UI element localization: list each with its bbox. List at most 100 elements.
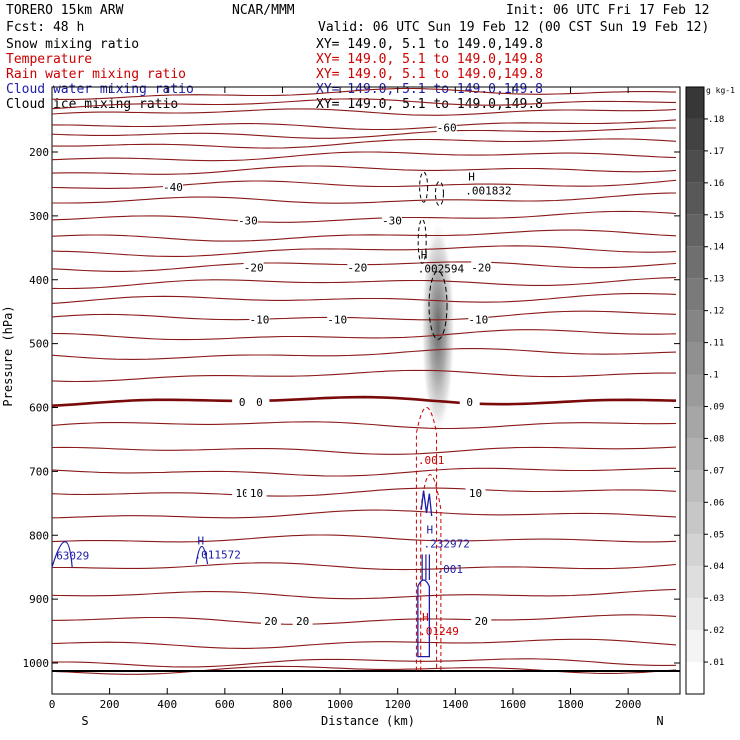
- forecast-hour: Fcst: 48 h: [6, 20, 84, 35]
- y-tick-label: 500: [29, 338, 49, 351]
- y-tick-label: 900: [29, 593, 49, 606]
- isotherm-label-bg: [327, 312, 348, 325]
- isotherm-line: [51, 421, 677, 430]
- isotherm-label: -10: [327, 313, 347, 326]
- plot-frame: [51, 86, 681, 695]
- colorbar-tick-label: .08: [708, 434, 724, 444]
- isotherm-label-bg: [249, 312, 270, 325]
- x-tick-label: 1200: [384, 698, 411, 711]
- isotherm-label-bg: [468, 312, 489, 325]
- isotherm-line: [51, 369, 677, 383]
- cloud-water-contour: [195, 545, 209, 565]
- isotherm-label-bg: [249, 394, 270, 407]
- isotherm-label-bg: [381, 213, 402, 226]
- legend-label: Snow mixing ratio: [6, 37, 139, 52]
- isotherm-label-bg: [162, 180, 183, 193]
- colorbar-bin: [686, 534, 704, 567]
- y-tick-label: 200: [29, 146, 49, 159]
- x-tick-label: 2000: [615, 698, 642, 711]
- isotherm-label-bg: [471, 260, 492, 273]
- isotherm-line: [51, 98, 676, 110]
- x-tick-label: 1400: [442, 698, 469, 711]
- isotherm-label-bg: [459, 394, 480, 407]
- legend-cross-section: XY= 149.0, 5.1 to 149.0,149.8: [316, 67, 543, 82]
- isotherm-label: -30: [238, 214, 258, 227]
- isotherm-line: [52, 138, 677, 149]
- isotherm-line: [51, 395, 677, 407]
- valid-time: Valid: 06 UTC Sun 19 Feb 12 (00 CST Sun …: [318, 20, 709, 35]
- colorbar-tick-label: .03: [708, 594, 724, 604]
- maximum-value: .002594: [418, 262, 465, 275]
- field-legend: Snow mixing ratio XY= 149.0, 5.1 to 149.0…: [6, 37, 543, 112]
- temperature-isotherms: [51, 87, 680, 675]
- isotherm-label-bg: [260, 613, 281, 626]
- colorbar-bin: [686, 246, 704, 279]
- cloud-ice-contour: [434, 181, 444, 207]
- x-tick-label: 1600: [500, 698, 527, 711]
- y-tick-label: 300: [29, 210, 49, 223]
- rain-water-contour: [420, 474, 442, 671]
- legend-label: Cloud ice mixing ratio: [6, 97, 178, 112]
- init-time: Init: 06 UTC Fri 17 Feb 12: [506, 3, 710, 18]
- colorbar-bin: [686, 470, 704, 503]
- isotherm-line: [51, 329, 677, 341]
- colorbar-bin: [686, 438, 704, 471]
- isotherm-line: [52, 119, 677, 131]
- x-tick-label: 600: [215, 698, 235, 711]
- isotherm-line: [51, 665, 677, 675]
- maximum-value: .232972: [423, 538, 469, 551]
- colorbar-frame: [685, 86, 705, 695]
- legend-label: Temperature: [6, 52, 92, 67]
- isotherm-label: -20: [244, 262, 264, 275]
- isotherm-line: [51, 293, 677, 304]
- colorbar-tick-label: .12: [708, 307, 724, 317]
- legend-label: Rain water mixing ratio: [6, 67, 186, 82]
- isotherm-line: [51, 588, 677, 600]
- isotherm-label: -20: [471, 262, 491, 275]
- field-contour-label: .001: [437, 563, 464, 576]
- legend-label: Cloud water mixing ratio: [6, 82, 194, 97]
- maximum-value: .011572: [194, 548, 240, 561]
- isotherm-label: -60: [437, 122, 457, 135]
- isotherm-line: [51, 534, 677, 543]
- cloud-water-contour: [51, 541, 73, 568]
- isotherm-label: -20: [347, 262, 367, 275]
- x-tick-label: 400: [157, 698, 177, 711]
- maximum-marker: H: [197, 534, 204, 547]
- x-tick-label: 1800: [557, 698, 584, 711]
- colorbar-tick-label: .05: [708, 530, 724, 540]
- colorbar: .01 .02 .03 .04 .05 .06 .07 .08 .09 .1 .11 .12 .13 .1…: [685, 86, 735, 695]
- isotherm-line: [51, 509, 677, 519]
- cloud-water-contour: [421, 554, 430, 580]
- legend-cross-section: XY= 149.0, 5.1 to 149.0,149.8: [316, 52, 543, 67]
- isotherm-label: 10: [469, 487, 482, 500]
- isotherm-label-bg: [465, 486, 486, 499]
- isotherm-label: 10: [236, 487, 249, 500]
- y-axis-label: Pressure (hPa): [1, 305, 15, 406]
- isotherm-line: [52, 658, 677, 668]
- maximum-value: .001832: [465, 184, 511, 197]
- cloud-water-contour: [420, 490, 433, 517]
- colorbar-bin: [686, 182, 704, 215]
- isotherm-label: -10: [249, 313, 269, 326]
- colorbar-tick-label: .04: [708, 562, 724, 572]
- snow-shading: [421, 219, 456, 436]
- isotherm-line: [51, 467, 676, 477]
- isotherm-label: -30: [382, 214, 402, 227]
- colorbar-bin: [686, 310, 704, 343]
- isotherm-label-bg: [436, 120, 457, 133]
- isotherm-line: [51, 165, 677, 175]
- maximum-marker: H: [426, 524, 433, 537]
- x-tick-label: 200: [100, 698, 120, 711]
- cloud-ice-contour: [419, 171, 429, 203]
- isotherm-line: [51, 614, 677, 625]
- colorbar-tick-label: .02: [708, 626, 724, 636]
- isotherm-line: [51, 179, 677, 189]
- isotherm-line: [51, 310, 677, 321]
- rain-water-contour: [415, 407, 438, 671]
- cloud-ice-contour: [417, 218, 427, 264]
- colorbar-bin: [686, 118, 704, 151]
- colorbar-bin: [686, 406, 704, 439]
- colorbar-units: g kg-1: [706, 86, 735, 95]
